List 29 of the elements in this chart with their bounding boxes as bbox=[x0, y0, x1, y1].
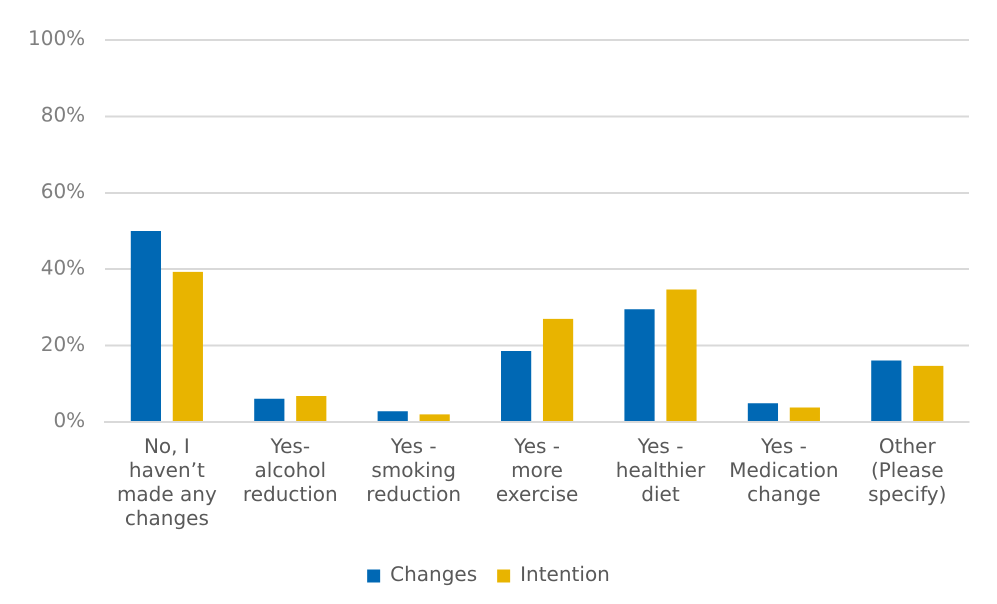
bar bbox=[666, 289, 697, 421]
bar bbox=[254, 398, 284, 421]
bar bbox=[790, 407, 820, 421]
bar bbox=[420, 414, 450, 421]
y-tick-label: 100% bbox=[28, 26, 86, 50]
bar bbox=[871, 360, 902, 421]
bar bbox=[748, 403, 778, 421]
x-tick-label: Yes - healthier diet bbox=[616, 434, 706, 506]
x-tick-label: Other (Please specify) bbox=[868, 434, 946, 506]
bar bbox=[130, 231, 162, 421]
legend-label: Intention bbox=[520, 562, 610, 586]
y-tick-label: 20% bbox=[40, 332, 86, 356]
x-tick-label: No, I haven’t made any changes bbox=[116, 434, 217, 530]
bar bbox=[913, 366, 944, 421]
bar bbox=[172, 272, 203, 421]
bar bbox=[542, 318, 574, 421]
x-tick-label: Yes- alcohol reduction bbox=[242, 434, 338, 506]
x-tick-label: Yes - smoking reduction bbox=[366, 434, 462, 506]
y-tick-label: 80% bbox=[40, 102, 86, 127]
bar bbox=[624, 309, 655, 421]
x-tick-label: Yes - more exercise bbox=[496, 434, 578, 506]
bar bbox=[296, 396, 326, 421]
bar bbox=[501, 350, 532, 421]
y-tick-label: 60% bbox=[40, 179, 86, 204]
legend-label: Changes bbox=[390, 562, 478, 586]
x-tick-label: Yes - Medication change bbox=[729, 434, 839, 506]
y-tick-label: 40% bbox=[40, 255, 86, 280]
y-tick-label: 0% bbox=[53, 408, 86, 432]
bar bbox=[378, 411, 408, 421]
